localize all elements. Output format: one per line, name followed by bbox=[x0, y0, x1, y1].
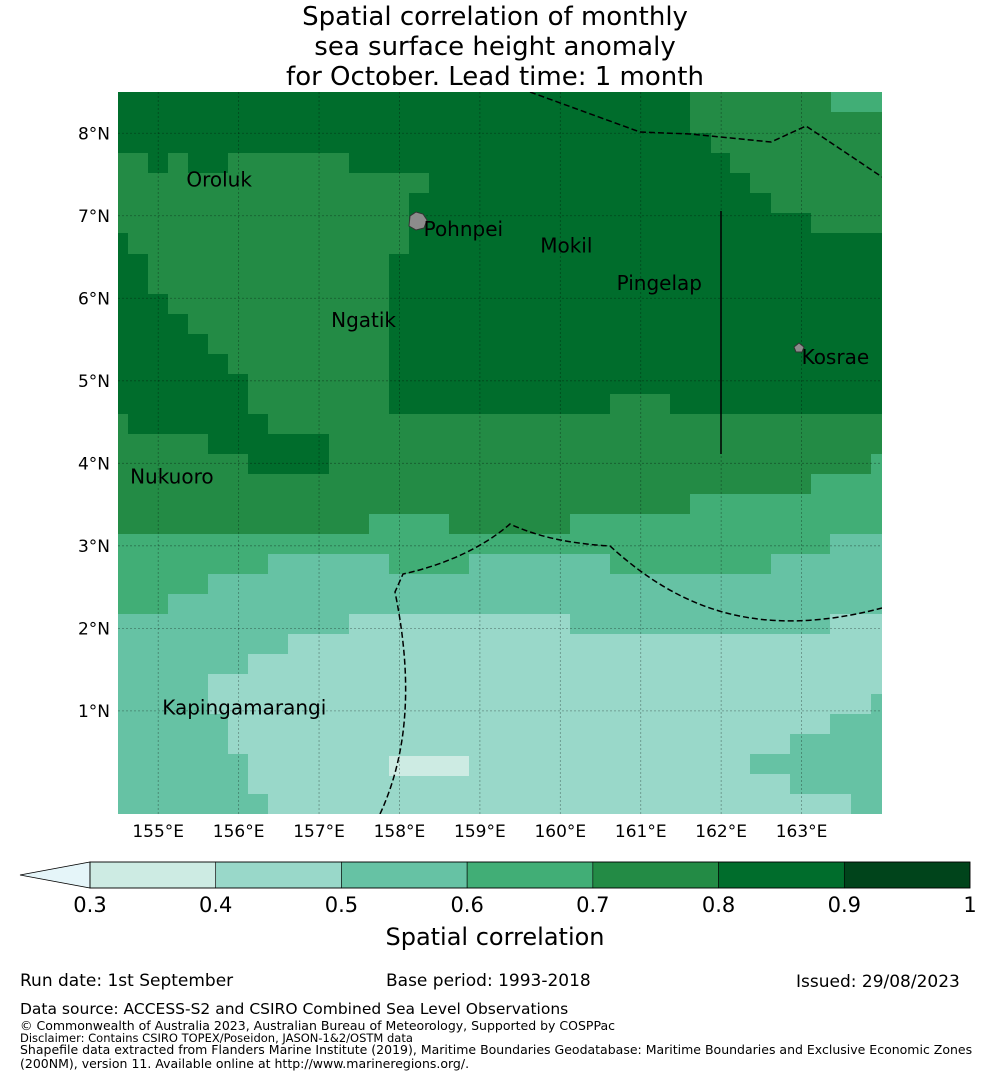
copyright-text: © Commonwealth of Australia 2023, Austra… bbox=[20, 1018, 615, 1033]
lat-tick-label: 2°N bbox=[78, 619, 110, 639]
colorbar-segment bbox=[341, 861, 468, 889]
eez-boundary-north bbox=[529, 92, 882, 178]
lat-tick-label: 6°N bbox=[78, 289, 110, 309]
lat-tick-label: 7°N bbox=[78, 207, 110, 227]
lon-tick-label: 156°E bbox=[213, 822, 265, 842]
band-07-08-ne bbox=[690, 92, 882, 213]
place-label-kapingamarangi: Kapingamarangi bbox=[162, 696, 326, 720]
shapefile-text-1: Shapefile data extracted from Flanders M… bbox=[20, 1042, 973, 1057]
colorbar-tick-label: 1 bbox=[963, 893, 976, 917]
latitude-labels: 1°N 2°N 3°N 4°N 5°N 6°N 7°N 8°N bbox=[78, 124, 110, 722]
map-figure: 155°E 156°E 157°E 158°E 159°E 160°E 161°E 162°E… bbox=[19, 92, 977, 951]
colorbar-segment bbox=[592, 861, 719, 889]
longitude-labels: 155°E 156°E 157°E 158°E 159°E 160°E 161°E 162°E… bbox=[132, 822, 827, 842]
colorbar-tick-label: 0.9 bbox=[828, 893, 861, 917]
correlation-field bbox=[118, 92, 882, 814]
colorbar-segment bbox=[843, 861, 971, 889]
lon-tick-label: 160°E bbox=[534, 822, 586, 842]
gridlines bbox=[118, 92, 882, 814]
place-label-nukuoro: Nukuoro bbox=[130, 465, 214, 489]
band-03-04-patch bbox=[389, 756, 469, 776]
place-label-pingelap: Pingelap bbox=[617, 271, 702, 295]
place-label-oroluk: Oroluk bbox=[186, 168, 252, 192]
colorbar-tick-label: 0.6 bbox=[450, 893, 483, 917]
place-label-kosrae: Kosrae bbox=[802, 345, 870, 369]
place-label-mokil: Mokil bbox=[540, 234, 592, 258]
kosrae-island bbox=[793, 342, 805, 353]
colorbar-tick-label: 0.7 bbox=[576, 893, 609, 917]
lat-tick-label: 3°N bbox=[78, 537, 110, 557]
colorbar-tick-label: 0.3 bbox=[73, 893, 106, 917]
lat-tick-label: 5°N bbox=[78, 372, 110, 392]
colorbar-under-arrow bbox=[19, 861, 91, 889]
place-labels: Oroluk Pohnpei Mokil Pingelap Ngatik Kosrae Nu… bbox=[130, 168, 869, 720]
title-line-1: Spatial correlation of monthly bbox=[302, 2, 688, 32]
band-05-06-sw bbox=[118, 694, 268, 814]
data-source: Data source: ACCESS-S2 and CSIRO Combine… bbox=[20, 1000, 569, 1018]
eez-boundary-south bbox=[379, 523, 882, 814]
colorbar-tick-label: 0.4 bbox=[199, 893, 232, 917]
lon-tick-label: 155°E bbox=[132, 822, 184, 842]
run-date: Run date: 1st September bbox=[20, 971, 234, 991]
colorbar-segment bbox=[89, 861, 217, 889]
band-08-09-main bbox=[118, 92, 882, 414]
title-line-3: for October. Lead time: 1 month bbox=[286, 62, 704, 92]
colorbar: 0.3 0.4 0.5 0.6 0.7 0.8 0.9 1 Spatial correlatio… bbox=[19, 861, 977, 951]
colorbar-tick-label: 0.8 bbox=[702, 893, 735, 917]
colorbar-segment bbox=[215, 861, 342, 889]
lon-tick-label: 163°E bbox=[776, 822, 828, 842]
pohnpei-island bbox=[408, 211, 428, 231]
colorbar-frame bbox=[89, 861, 971, 889]
eez-boundaries bbox=[379, 92, 882, 814]
place-label-pohnpei: Pohnpei bbox=[424, 217, 504, 241]
band-05-06-se bbox=[750, 694, 882, 814]
colorbar-segment bbox=[466, 861, 594, 889]
lon-tick-label: 159°E bbox=[454, 822, 506, 842]
shapefile-text-2: (200NM), version 11. Available online at… bbox=[20, 1056, 470, 1071]
issued-date: Issued: 29/08/2023 bbox=[796, 972, 960, 992]
lon-tick-label: 158°E bbox=[374, 822, 426, 842]
band-08-09-west bbox=[118, 233, 329, 474]
band-06-07-ne bbox=[831, 92, 882, 112]
lat-tick-label: 1°N bbox=[78, 702, 110, 722]
colorbar-title: Spatial correlation bbox=[385, 923, 604, 951]
base-period: Base period: 1993-2018 bbox=[386, 971, 591, 991]
disclaimer-text: Disclaimer: Contains CSIRO TOPEX/Poseido… bbox=[20, 1031, 413, 1045]
title-line-2: sea surface height anomaly bbox=[314, 32, 676, 62]
lat-tick-label: 4°N bbox=[78, 454, 110, 474]
place-label-ngatik: Ngatik bbox=[331, 308, 396, 332]
colorbar-segment bbox=[718, 861, 845, 889]
lon-tick-label: 161°E bbox=[615, 822, 667, 842]
map-title: Spatial correlation of monthly sea surfa… bbox=[0, 2, 990, 92]
lon-tick-label: 162°E bbox=[695, 822, 747, 842]
lon-tick-label: 157°E bbox=[293, 822, 345, 842]
lat-tick-label: 8°N bbox=[78, 124, 110, 144]
colorbar-tick-label: 0.5 bbox=[325, 893, 358, 917]
